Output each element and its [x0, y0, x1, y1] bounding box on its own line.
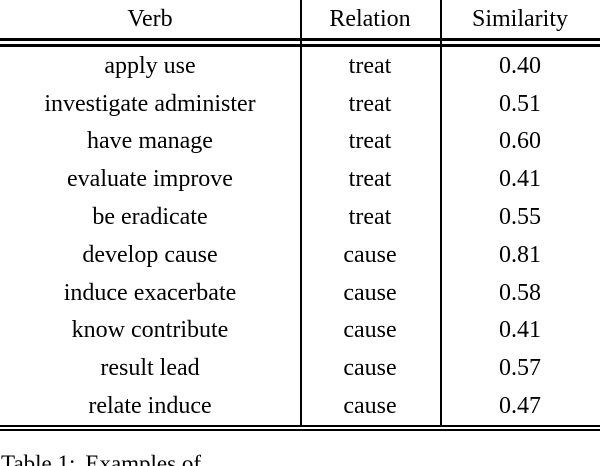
similarity-cell: 0.60	[499, 128, 541, 155]
table-row: investigate administer treat 0.51	[0, 85, 600, 123]
verb-cell: evaluate improve	[67, 166, 233, 193]
column-separator-verb-relation	[300, 0, 302, 427]
similarity-cell: 0.51	[499, 90, 541, 117]
relation-cell: treat	[348, 166, 392, 193]
table-row: evaluate improve treat 0.41	[0, 160, 600, 198]
col-header-similarity: Similarity	[472, 6, 568, 32]
table-row: induce exacerbate cause 0.58	[0, 274, 600, 312]
similarity-cell: 0.57	[499, 355, 541, 382]
verb-cell: result lead	[100, 355, 200, 382]
relation-cell: cause	[343, 317, 397, 344]
col-header-verb: Verb	[127, 6, 173, 32]
relation-cell: treat	[348, 204, 392, 231]
table-header-row: Verb Relation Similarity	[0, 0, 600, 38]
relation-cell: treat	[348, 52, 392, 79]
verb-cell: develop cause	[82, 241, 218, 268]
table-caption-text: Examples of	[85, 451, 201, 466]
verb-similarity-table: Verb Relation Similarity apply use treat…	[0, 0, 600, 431]
table-caption-label: Table 1:	[1, 451, 76, 466]
table-row: have manage treat 0.60	[0, 123, 600, 161]
similarity-cell: 0.58	[499, 279, 541, 306]
column-separator-relation-similarity	[440, 0, 442, 427]
relation-cell: cause	[343, 393, 397, 420]
table-row: know contribute cause 0.41	[0, 312, 600, 350]
similarity-cell: 0.81	[499, 241, 541, 268]
relation-cell: cause	[343, 241, 397, 268]
similarity-cell: 0.41	[499, 317, 541, 344]
col-header-relation: Relation	[329, 6, 411, 32]
similarity-cell: 0.40	[499, 52, 541, 79]
similarity-cell: 0.55	[499, 204, 541, 231]
relation-cell: treat	[348, 128, 392, 155]
similarity-cell: 0.47	[499, 393, 541, 420]
table-caption: Table 1: Examples of	[1, 452, 201, 466]
verb-cell: be eradicate	[92, 204, 208, 231]
verb-cell: relate induce	[88, 393, 212, 420]
relation-cell: treat	[348, 90, 392, 117]
verb-cell: investigate administer	[44, 90, 256, 117]
verb-cell: know contribute	[71, 317, 229, 344]
table-row: be eradicate treat 0.55	[0, 198, 600, 236]
relation-cell: cause	[343, 279, 397, 306]
similarity-cell: 0.41	[499, 166, 541, 193]
verb-cell: apply use	[104, 52, 196, 79]
table-row: apply use treat 0.40	[0, 47, 600, 85]
table-row: relate induce cause 0.47	[0, 387, 600, 425]
table-row: result lead cause 0.57	[0, 349, 600, 387]
verb-cell: have manage	[87, 128, 213, 155]
relation-cell: cause	[343, 355, 397, 382]
table-row: develop cause cause 0.81	[0, 236, 600, 274]
verb-cell: induce exacerbate	[63, 279, 237, 306]
